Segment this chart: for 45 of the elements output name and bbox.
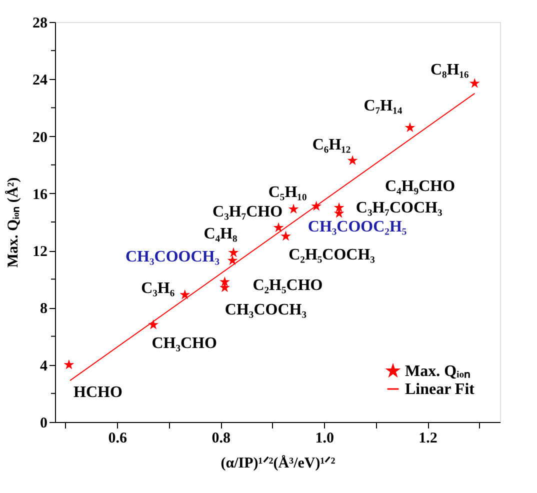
point bbox=[228, 247, 239, 258]
annotation: C₃H₇CHO bbox=[212, 204, 283, 221]
annotation: C₂H₅COCH₃ bbox=[288, 246, 376, 264]
y-tick-label: 16 bbox=[32, 186, 48, 203]
y-tick-label: 20 bbox=[32, 130, 48, 146]
y-tick-label: 4 bbox=[40, 358, 48, 374]
annotation: C₂H₅CHO bbox=[252, 277, 323, 294]
point bbox=[148, 319, 159, 330]
point bbox=[280, 230, 291, 241]
y-tick-label: 24 bbox=[32, 72, 48, 89]
legend-label: Linear Fit bbox=[405, 381, 476, 398]
annotation: CH₃CHO bbox=[152, 334, 217, 352]
annotation: CH₃COOC₂H₅ bbox=[308, 218, 407, 236]
annotation: CH₃COCH₃ bbox=[224, 302, 307, 319]
annotation: C₄H₈ bbox=[204, 226, 238, 243]
x-tick-label: 1.0 bbox=[315, 430, 334, 446]
annotation: HCHO bbox=[74, 384, 122, 401]
annotation: C₃H₇COCH₃ bbox=[356, 199, 442, 216]
annotation: CH₃COOCH₃ bbox=[125, 248, 220, 266]
annotation: C₆H₁₂ bbox=[312, 136, 351, 154]
x-tick-label: 1.2 bbox=[418, 430, 438, 446]
y-tick-label: 12 bbox=[32, 244, 48, 260]
y-tick-label: 8 bbox=[40, 301, 48, 318]
point bbox=[404, 122, 416, 132]
y-tick-label: 28 bbox=[32, 16, 48, 32]
point bbox=[64, 359, 74, 370]
x-axis-title: (α/IP)¹ᐟ²(Å³/eV)¹ᐟ² bbox=[220, 454, 336, 472]
x-tick-label: 0.6 bbox=[108, 430, 128, 446]
y-axis-title: Max. Qᵢₒₙ (Å²) bbox=[4, 177, 22, 268]
point bbox=[273, 222, 284, 232]
point bbox=[227, 255, 238, 265]
point bbox=[469, 78, 480, 88]
point bbox=[288, 204, 299, 214]
point bbox=[220, 276, 230, 286]
point bbox=[334, 202, 344, 212]
x-tick-label: 0.8 bbox=[212, 430, 230, 446]
annotation: C₅H₁₀ bbox=[268, 184, 307, 202]
point bbox=[180, 289, 190, 300]
y-tick-label: 0 bbox=[40, 416, 48, 432]
annotation: C₇H₁₄ bbox=[364, 98, 402, 115]
legend-label: Max. Qᵢₒₙ bbox=[405, 363, 470, 380]
point bbox=[347, 155, 358, 165]
annotation: C₃H₆ bbox=[141, 280, 175, 297]
annotation: C₈H₁₆ bbox=[430, 61, 470, 78]
annotation: C₄H₉CHO bbox=[384, 178, 456, 195]
